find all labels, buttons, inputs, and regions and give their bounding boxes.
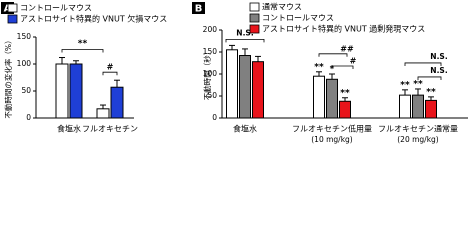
sig-bracket xyxy=(318,53,348,57)
legend-swatch xyxy=(249,2,260,12)
panel-badge xyxy=(192,2,205,14)
sig-bracket xyxy=(102,71,118,76)
annotation: ** xyxy=(78,39,88,49)
y-tick-label: 0 xyxy=(26,113,31,122)
bar xyxy=(339,100,351,119)
y-axis-label: 不動時間の変化率（%） xyxy=(3,36,13,118)
legend-label: アストロサイト特異的 VNUT 欠損マウス xyxy=(20,14,167,24)
x-tick-label: フルオキセチン通常量 xyxy=(378,124,458,134)
x-tick-note: (20 mg/kg) xyxy=(397,135,439,144)
legend-swatch xyxy=(249,24,260,34)
y-tick-label: 0 xyxy=(212,113,217,122)
bar xyxy=(425,99,437,119)
x-tick-label: 食塩水 xyxy=(57,124,81,134)
bar xyxy=(69,63,83,119)
annotation: # xyxy=(107,63,114,72)
annotation: ** xyxy=(340,88,350,98)
legend-label: コントロールマウス xyxy=(262,14,334,23)
bar xyxy=(412,94,424,119)
annotation: ** xyxy=(314,62,324,72)
y-tick-label: 100 xyxy=(17,59,32,68)
y-axis-label: 不動時間（秒） xyxy=(202,48,212,101)
bar xyxy=(96,108,110,119)
x-tick-label: 食塩水 xyxy=(233,124,257,134)
annotation: N.S. xyxy=(430,66,448,75)
bar xyxy=(239,55,251,119)
bar xyxy=(252,61,264,119)
y-tick-label: 100 xyxy=(203,69,218,78)
bar xyxy=(226,49,238,119)
annotation: ** xyxy=(413,79,423,89)
annotation: ## xyxy=(340,44,354,53)
legend-label: 通常マウス xyxy=(262,2,302,12)
sig-bracket xyxy=(61,49,104,53)
bar xyxy=(313,75,325,119)
bar xyxy=(399,94,411,119)
y-tick-label: 150 xyxy=(17,32,32,41)
bar xyxy=(55,63,69,119)
annotation: * xyxy=(330,65,335,75)
x-tick-label: フルオキセチン低用量 xyxy=(292,124,372,134)
annotation: N.S. xyxy=(430,52,448,61)
y-tick-label: 200 xyxy=(203,25,218,34)
sig-bracket xyxy=(417,76,442,80)
sig-bracket xyxy=(225,39,265,43)
sig-bracket xyxy=(404,62,442,66)
y-tick-label: 50 xyxy=(207,91,217,100)
x-tick-label: フルオキセチン xyxy=(82,125,138,134)
annotation: # xyxy=(350,57,357,66)
sig-bracket xyxy=(331,65,354,69)
annotation: N.S. xyxy=(236,28,254,37)
legend-label: アストロサイト特異的 VNUT 過剰発現マウス xyxy=(262,24,425,34)
legend-label: コントロールマウス xyxy=(20,4,92,13)
panel-label: B xyxy=(195,4,203,15)
y-tick-label: 50 xyxy=(21,86,31,95)
y-tick-label: 150 xyxy=(203,47,218,56)
bar xyxy=(326,78,338,119)
legend-swatch xyxy=(7,14,18,24)
x-tick-note: (10 mg/kg) xyxy=(311,135,353,144)
annotation: ** xyxy=(400,80,410,90)
legend-swatch xyxy=(7,3,18,13)
annotation: ** xyxy=(426,87,436,97)
legend-swatch xyxy=(249,13,260,23)
bar xyxy=(110,86,124,119)
